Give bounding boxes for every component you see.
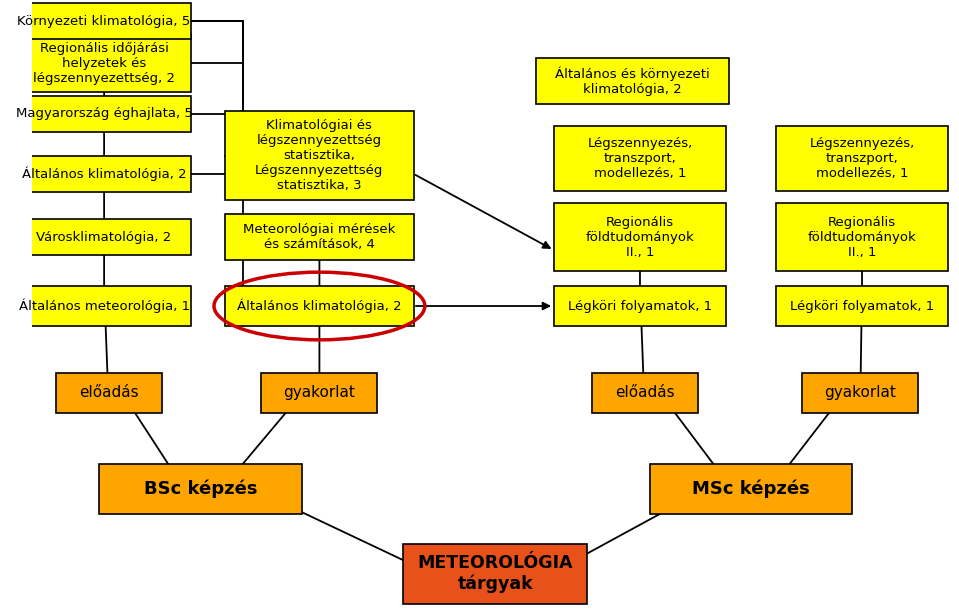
FancyBboxPatch shape xyxy=(802,373,918,413)
FancyBboxPatch shape xyxy=(554,126,726,191)
FancyBboxPatch shape xyxy=(17,96,191,132)
Text: Meteorológiai mérések
és számítások, 4: Meteorológiai mérések és számítások, 4 xyxy=(244,223,396,252)
Text: Légköri folyamatok, 1: Légköri folyamatok, 1 xyxy=(568,300,713,312)
Text: Általános meteorológia, 1: Általános meteorológia, 1 xyxy=(18,299,190,313)
FancyBboxPatch shape xyxy=(225,111,413,200)
FancyBboxPatch shape xyxy=(649,464,853,514)
Text: Regionális
földtudományok
II., 1: Regionális földtudományok II., 1 xyxy=(586,216,694,259)
Text: BSc képzés: BSc képzés xyxy=(144,480,257,498)
Text: előadás: előadás xyxy=(80,385,139,400)
FancyBboxPatch shape xyxy=(56,373,162,413)
FancyBboxPatch shape xyxy=(554,286,726,326)
FancyBboxPatch shape xyxy=(100,464,302,514)
Text: Légszennyezés,
transzport,
modellezés, 1: Légszennyezés, transzport, modellezés, 1 xyxy=(587,137,692,180)
Text: Légköri folyamatok, 1: Légköri folyamatok, 1 xyxy=(790,300,934,312)
FancyBboxPatch shape xyxy=(17,286,191,326)
Text: Általános klimatológia, 2: Általános klimatológia, 2 xyxy=(237,299,402,313)
FancyBboxPatch shape xyxy=(554,204,726,271)
Text: Általános klimatológia, 2: Általános klimatológia, 2 xyxy=(22,166,186,181)
FancyBboxPatch shape xyxy=(776,204,947,271)
Text: Klimatológiai és
légszennyezettség
statisztika,
Légszennyezettség
statisztika, 3: Klimatológiai és légszennyezettség stati… xyxy=(255,119,384,192)
FancyBboxPatch shape xyxy=(262,373,377,413)
FancyBboxPatch shape xyxy=(592,373,698,413)
FancyBboxPatch shape xyxy=(17,156,191,191)
FancyBboxPatch shape xyxy=(776,286,947,326)
Text: gyakorlat: gyakorlat xyxy=(824,385,896,400)
Text: Regionális időjárási
helyzetek és
légszennyezettség, 2: Regionális időjárási helyzetek és légsze… xyxy=(34,42,175,85)
FancyBboxPatch shape xyxy=(225,286,413,326)
Text: előadás: előadás xyxy=(615,385,674,400)
Text: gyakorlat: gyakorlat xyxy=(284,385,356,400)
FancyBboxPatch shape xyxy=(17,34,191,92)
Text: Városklimatológia, 2: Városklimatológia, 2 xyxy=(36,231,172,244)
Text: METEOROLÓGIA
tárgyak: METEOROLÓGIA tárgyak xyxy=(417,554,573,593)
FancyBboxPatch shape xyxy=(17,220,191,255)
FancyBboxPatch shape xyxy=(404,544,587,604)
Text: Környezeti klimatológia, 5: Környezeti klimatológia, 5 xyxy=(17,15,191,28)
Text: MSc képzés: MSc képzés xyxy=(692,480,809,498)
Text: Légszennyezés,
transzport,
modellezés, 1: Légszennyezés, transzport, modellezés, 1 xyxy=(809,137,915,180)
Text: Regionális
földtudományok
II., 1: Regionális földtudományok II., 1 xyxy=(807,216,917,259)
FancyBboxPatch shape xyxy=(17,3,191,39)
FancyBboxPatch shape xyxy=(225,215,413,260)
Text: Általános és környezeti
klimatológia, 2: Általános és környezeti klimatológia, 2 xyxy=(555,66,710,96)
Text: Magyarország éghajlata, 5: Magyarország éghajlata, 5 xyxy=(15,108,193,121)
FancyBboxPatch shape xyxy=(776,126,947,191)
FancyBboxPatch shape xyxy=(536,58,729,104)
